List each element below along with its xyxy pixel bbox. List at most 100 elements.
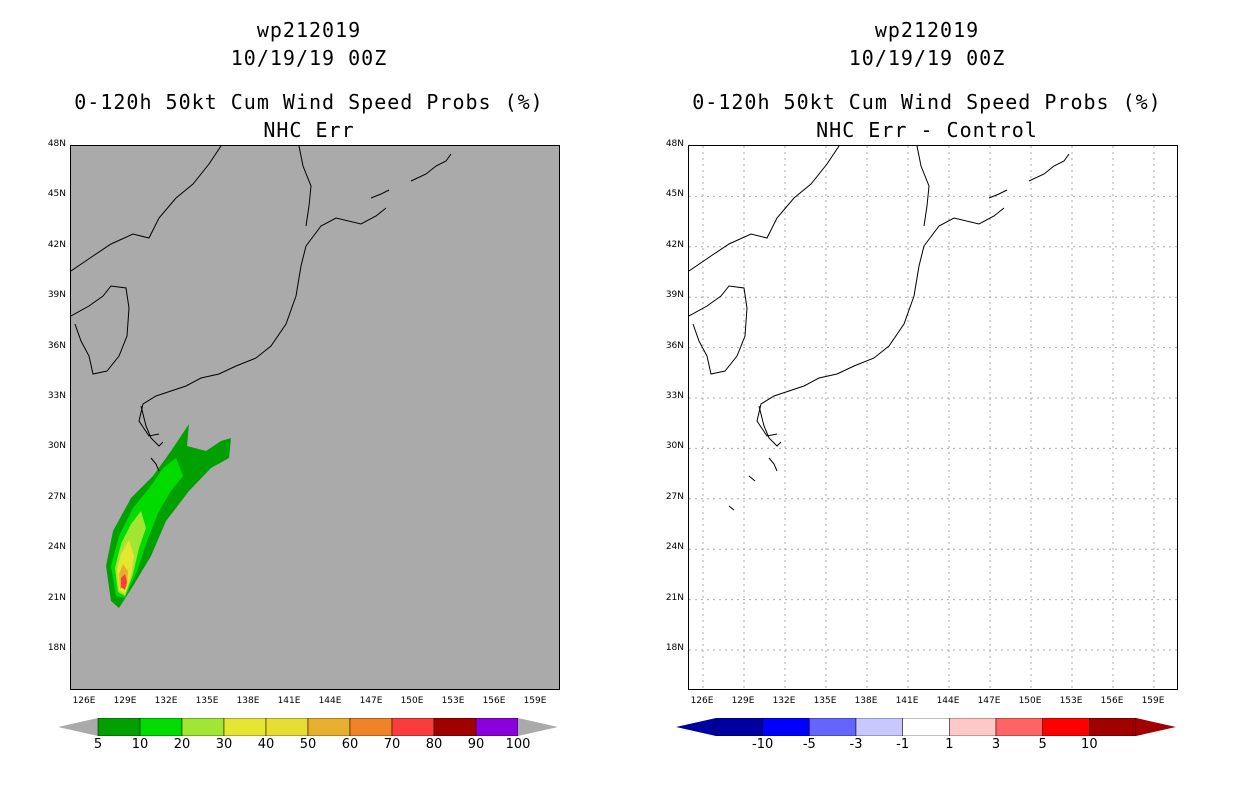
lat-label: 30N: [47, 441, 66, 452]
colorbar-arrow-high: [1136, 718, 1176, 736]
lon-label: 135E: [195, 696, 219, 706]
colorbar-label: 60: [341, 737, 359, 752]
colorbar-label: 1: [945, 737, 954, 752]
lat-label: 36N: [665, 340, 684, 351]
colorbar-label: 80: [425, 737, 443, 752]
lon-label: 141E: [895, 696, 919, 706]
lon-label: 141E: [277, 696, 301, 706]
lat-label: 30N: [665, 441, 684, 452]
lat-label: 36N: [47, 340, 66, 351]
colorbar-swatch: [265, 718, 309, 736]
storm-id: wp212019: [874, 18, 980, 42]
lat-label: 48N: [47, 139, 66, 149]
lon-label: 150E: [400, 696, 424, 706]
colorbar-arrow-high: [518, 718, 558, 736]
colorbar-swatch: [809, 718, 857, 736]
colorbar-arrow-low: [58, 718, 98, 736]
lat-label: 27N: [47, 491, 66, 502]
map-canvas: [71, 146, 452, 608]
colorbar-label: 30: [215, 737, 233, 752]
lon-label: 159E: [523, 696, 547, 706]
colorbar-swatch: [391, 718, 435, 736]
date-label: 10/19/19 00Z: [848, 46, 1006, 70]
colorbar-swatch: [902, 718, 950, 736]
colorbar-swatch: [1089, 718, 1137, 736]
colorbar-swatch: [1042, 718, 1090, 736]
colorbar-label: 40: [257, 737, 275, 752]
map-canvas: [689, 146, 1177, 689]
lon-label: 144E: [318, 696, 342, 706]
lon-label: 156E: [482, 696, 506, 706]
coastline: [689, 146, 1070, 511]
colorbar-label: -3: [849, 737, 863, 752]
lat-label: 33N: [47, 391, 66, 401]
colorbar-swatch: [475, 718, 519, 736]
lon-label: 156E: [1100, 696, 1124, 706]
lat-label: 21N: [47, 592, 66, 603]
subtitle: NHC Err - Control: [816, 118, 1038, 142]
colorbar-label: 10: [131, 737, 149, 752]
colorbar-svg: [58, 718, 558, 736]
lat-label: 42N: [665, 239, 684, 250]
lat-label: 45N: [665, 189, 684, 200]
colorbar-swatch: [715, 718, 763, 736]
colorbar: [676, 718, 1176, 736]
colorbar-svg: [676, 718, 1176, 736]
colorbar-swatch: [995, 718, 1043, 736]
lat-label: 39N: [47, 290, 66, 301]
lat-label: 24N: [47, 542, 66, 553]
map-plot: [688, 145, 1178, 690]
lon-label: 144E: [936, 696, 960, 706]
coastline: [71, 146, 452, 472]
colorbar-label: 5: [93, 737, 103, 752]
date-label: 10/19/19 00Z: [230, 46, 388, 70]
subtitle: NHC Err: [263, 118, 355, 142]
colorbar-swatch: [139, 718, 183, 736]
colorbar-label: 3: [991, 737, 1001, 752]
colorbar-label: 20: [173, 737, 191, 752]
lon-label: 126E: [72, 696, 96, 706]
lat-label: 27N: [665, 491, 684, 502]
colorbar-swatch: [855, 718, 903, 736]
colorbar: [58, 718, 558, 736]
colorbar-label: -1: [896, 737, 910, 752]
colorbar-label: 100: [505, 737, 531, 752]
lon-label: 129E: [113, 696, 137, 706]
colorbar-label: 70: [383, 737, 401, 752]
colorbar-swatch: [433, 718, 477, 736]
colorbar-swatch: [223, 718, 267, 736]
colorbar-swatch: [181, 718, 225, 736]
lat-label: 48N: [665, 139, 684, 149]
lon-label: 153E: [441, 696, 465, 706]
storm-id: wp212019: [256, 18, 362, 42]
prob-swath-70: [121, 574, 127, 590]
colorbar-swatch: [97, 718, 141, 736]
lat-label: 39N: [665, 290, 684, 301]
lon-label: 132E: [154, 696, 178, 706]
lon-label: 159E: [1141, 696, 1165, 706]
gridlines: [689, 146, 1177, 689]
lat-label: 33N: [665, 391, 684, 401]
lon-label: 132E: [772, 696, 796, 706]
product-title: 0-120h 50kt Cum Wind Speed Probs (%): [692, 90, 1162, 114]
colorbar-swatch: [349, 718, 393, 736]
lon-label: 147E: [359, 696, 383, 706]
right-panel: wp212019 10/19/19 00Z 0-120h 50kt Cum Wi…: [618, 0, 1236, 800]
lat-label: 42N: [47, 239, 66, 250]
lat-label: 45N: [47, 189, 66, 200]
lat-label: 21N: [665, 592, 684, 603]
product-title: 0-120h 50kt Cum Wind Speed Probs (%): [74, 90, 544, 114]
lon-label: 147E: [977, 696, 1001, 706]
lon-label: 129E: [731, 696, 755, 706]
colorbar-label: 90: [467, 737, 485, 752]
colorbar-arrow-low: [676, 718, 716, 736]
colorbar-label: -5: [802, 737, 816, 752]
lat-label: 24N: [665, 542, 684, 553]
left-panel: wp212019 10/19/19 00Z 0-120h 50kt Cum Wi…: [47, 18, 560, 752]
colorbar-swatch: [762, 718, 810, 736]
lon-label: 126E: [690, 696, 714, 706]
lat-label: 18N: [665, 643, 684, 653]
lon-label: 150E: [1018, 696, 1042, 706]
colorbar-swatch: [949, 718, 997, 736]
colorbar-swatch: [307, 718, 351, 736]
